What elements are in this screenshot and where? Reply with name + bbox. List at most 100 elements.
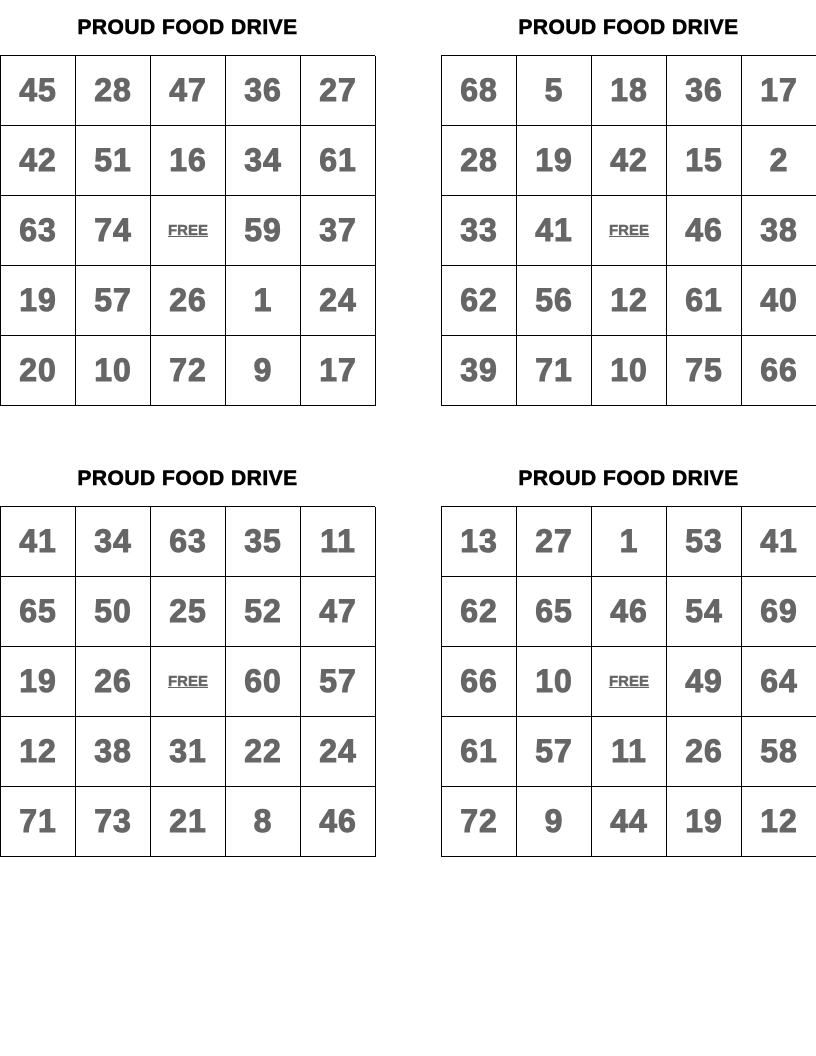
bingo-cell: 10 [517, 647, 592, 717]
cell-number: 63 [169, 523, 207, 560]
bingo-cell: 56 [517, 266, 592, 336]
cell-number: 8 [253, 803, 273, 840]
bingo-cell: 35 [226, 507, 301, 577]
bingo-cell: 1 [226, 266, 301, 336]
bingo-cell: 52 [226, 577, 301, 647]
cell-number: 53 [685, 523, 723, 560]
bingo-cell: 5 [517, 56, 592, 126]
bingo-cell: 66 [442, 647, 517, 717]
cell-number: 72 [169, 352, 207, 389]
cell-number: 12 [19, 733, 57, 770]
cell-number: 16 [169, 142, 207, 179]
bingo-cell: 41 [1, 507, 76, 577]
bingo-cell: 75 [667, 336, 742, 406]
cell-number: 47 [169, 72, 207, 109]
cell-number: 71 [535, 352, 573, 389]
cell-number: 41 [535, 212, 573, 249]
cell-number: 36 [685, 72, 723, 109]
bingo-cell: 26 [76, 647, 151, 717]
cell-number: 28 [460, 142, 498, 179]
bingo-cell: 27 [301, 56, 376, 126]
cell-number: 9 [544, 803, 564, 840]
free-label: FREE [608, 222, 649, 239]
cell-number: 11 [320, 523, 356, 560]
cell-number: 59 [244, 212, 282, 249]
bingo-cell: 12 [1, 717, 76, 787]
bingo-cell: 53 [667, 507, 742, 577]
cell-number: 71 [19, 803, 57, 840]
bingo-cell: 28 [76, 56, 151, 126]
cell-number: 39 [460, 352, 498, 389]
cell-number: 45 [19, 72, 57, 109]
cell-number: 2 [769, 142, 789, 179]
bingo-cell: 10 [592, 336, 667, 406]
bingo-card-3: PROUD FOOD DRIVE 41 34 63 35 11 65 50 25 52 47 19 2… [0, 451, 376, 857]
cell-number: 10 [610, 352, 648, 389]
bingo-cell: 72 [151, 336, 226, 406]
cell-number: 34 [94, 523, 132, 560]
cell-number: 66 [460, 663, 498, 700]
bingo-cell: 57 [301, 647, 376, 717]
cell-number: 47 [319, 593, 357, 630]
bingo-cell: 47 [301, 577, 376, 647]
bingo-grid: 68 5 18 36 17 28 19 42 15 2 33 41 FREE 46 38 62 56 12 61 40… [441, 55, 816, 406]
bingo-cell: 31 [151, 717, 226, 787]
bingo-cell: 45 [1, 56, 76, 126]
bingo-cell: 17 [301, 336, 376, 406]
bingo-cell: 58 [742, 717, 816, 787]
cell-number: 46 [685, 212, 723, 249]
cell-number: 64 [760, 663, 798, 700]
cell-number: 34 [244, 142, 282, 179]
cell-number: 44 [610, 803, 648, 840]
bingo-cell: 18 [592, 56, 667, 126]
bingo-cell: 38 [742, 196, 816, 266]
cell-number: 42 [610, 142, 648, 179]
cell-number: 36 [244, 72, 282, 109]
cell-number: 74 [94, 212, 132, 249]
bingo-cell: 10 [76, 336, 151, 406]
bingo-cell: 37 [301, 196, 376, 266]
bingo-cell: 33 [442, 196, 517, 266]
cell-number: 62 [460, 282, 498, 319]
bingo-cell: 26 [151, 266, 226, 336]
bingo-card-4: PROUD FOOD DRIVE 13 27 1 53 41 62 65 46 54 69 66 10… [441, 451, 816, 857]
bingo-cell: 12 [592, 266, 667, 336]
free-space-cell: FREE [592, 647, 667, 717]
bingo-cell: 65 [517, 577, 592, 647]
cell-number: 65 [19, 593, 57, 630]
cell-number: 11 [611, 733, 647, 770]
bingo-cell: 50 [76, 577, 151, 647]
bingo-cell: 42 [1, 126, 76, 196]
cell-number: 19 [685, 803, 723, 840]
bingo-cell: 46 [301, 787, 376, 857]
bingo-cell: 11 [592, 717, 667, 787]
cell-number: 46 [319, 803, 357, 840]
cell-number: 1 [619, 523, 639, 560]
cell-number: 69 [760, 593, 798, 630]
card-title: PROUD FOOD DRIVE [518, 16, 739, 40]
cell-number: 58 [760, 733, 798, 770]
free-label: FREE [167, 222, 208, 239]
cell-number: 12 [760, 803, 798, 840]
bingo-cell: 24 [301, 717, 376, 787]
cell-number: 9 [253, 352, 273, 389]
cell-number: 57 [94, 282, 132, 319]
bingo-cell: 19 [1, 647, 76, 717]
bingo-cell: 63 [1, 196, 76, 266]
bingo-grid: 41 34 63 35 11 65 50 25 52 47 19 26 FREE 60 57 12 38 31 22… [0, 506, 376, 857]
bingo-cell: 13 [442, 507, 517, 577]
bingo-cell: 40 [742, 266, 816, 336]
bingo-cell: 51 [76, 126, 151, 196]
bingo-cell: 66 [742, 336, 816, 406]
cell-number: 15 [685, 142, 723, 179]
free-space-cell: FREE [592, 196, 667, 266]
bingo-cell: 22 [226, 717, 301, 787]
cell-number: 73 [94, 803, 132, 840]
cell-number: 26 [94, 663, 132, 700]
bingo-cell: 24 [301, 266, 376, 336]
cell-number: 22 [244, 733, 282, 770]
cell-number: 19 [19, 663, 57, 700]
bingo-cell: 60 [226, 647, 301, 717]
cell-number: 5 [544, 72, 564, 109]
bingo-cell: 41 [517, 196, 592, 266]
